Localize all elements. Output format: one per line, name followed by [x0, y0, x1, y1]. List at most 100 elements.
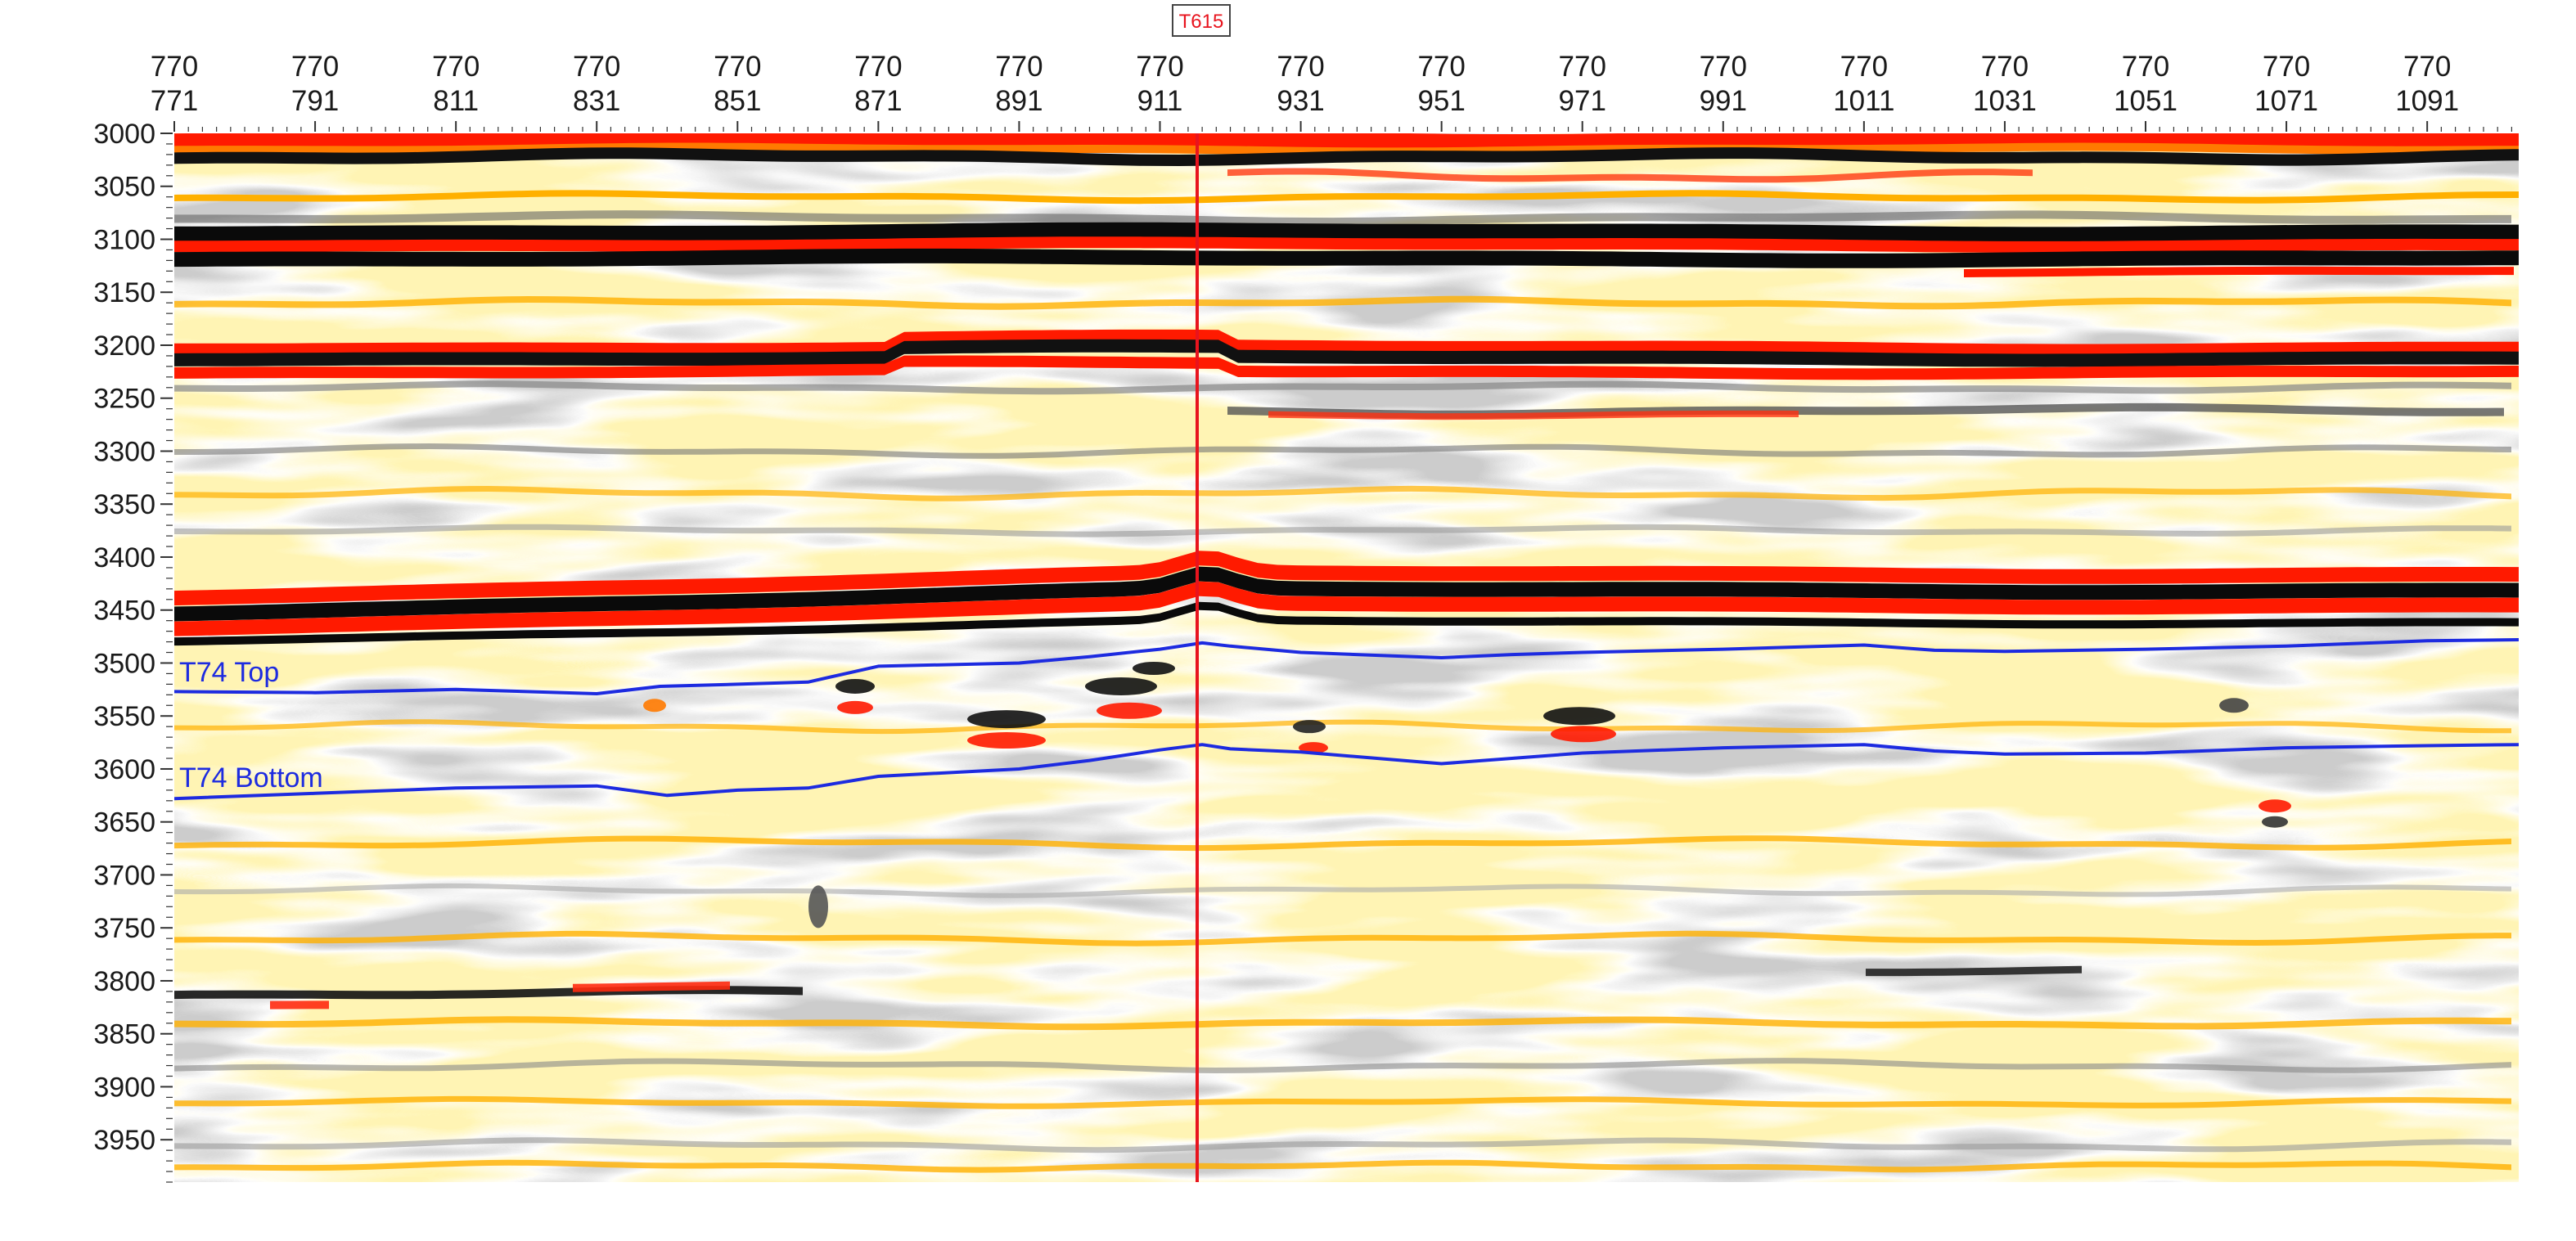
- amplitude-blob: [1299, 742, 1328, 754]
- reflector-band: [174, 1137, 2511, 1153]
- amplitude-blob: [808, 885, 828, 929]
- crossline-label: 791: [291, 85, 339, 117]
- amplitude-blob: [2259, 799, 2291, 813]
- reflector-band: [174, 485, 2511, 501]
- crossline-label: 931: [1277, 85, 1324, 117]
- inline-label: 770: [1417, 51, 1465, 83]
- amplitude-blob: [2262, 816, 2288, 828]
- inline-label: 770: [1981, 51, 2029, 83]
- amplitude-blob: [835, 678, 875, 694]
- amplitude-blob: [1293, 720, 1326, 734]
- reflector-band: [174, 210, 2511, 227]
- time-label: 3900: [93, 1072, 155, 1103]
- amplitude-blob: [1543, 707, 1615, 726]
- reflector-band: [174, 883, 2511, 898]
- inline-label: 770: [2403, 51, 2451, 83]
- amplitude-blob: [1551, 726, 1616, 743]
- inline-label: 770: [995, 51, 1043, 83]
- reflector-band: [174, 142, 2519, 156]
- crossline-header-labels: 7707717707917708117708317708517708717708…: [151, 51, 2459, 117]
- inline-label: 770: [714, 51, 761, 83]
- horizon-label-t74-bottom[interactable]: T74 Bottom: [179, 762, 323, 794]
- time-label: 3250: [93, 384, 155, 415]
- reflector-band: [174, 566, 2519, 622]
- reflector-band: [174, 248, 2519, 268]
- amplitude-blob: [2219, 698, 2249, 713]
- reflector-band: [174, 329, 2519, 356]
- inline-label: 770: [291, 51, 339, 83]
- reflector-band: [1964, 266, 2514, 277]
- time-label: 3400: [93, 542, 155, 573]
- crossline-label: 831: [573, 85, 620, 117]
- time-label: 3450: [93, 596, 155, 627]
- time-label: 3750: [93, 913, 155, 944]
- reflector-band: [174, 601, 2519, 646]
- time-label: 3550: [93, 701, 155, 732]
- amplitude-anomalies: [643, 661, 2291, 929]
- time-label: 3200: [93, 330, 155, 362]
- time-label: 3050: [93, 172, 155, 203]
- crossline-label: 911: [1137, 85, 1183, 117]
- inline-label: 770: [2263, 51, 2310, 83]
- inline-label: 770: [1277, 51, 1324, 83]
- reflector-band: [174, 930, 2511, 946]
- reflector-band: [174, 1058, 2511, 1073]
- time-axis-labels: 3000 3050 3100 3150 3200 3250 3300 3350 3400 3450…: [93, 119, 155, 1156]
- crossline-label: 951: [1417, 85, 1465, 117]
- reflector-band: [573, 981, 730, 992]
- time-label: 3700: [93, 860, 155, 891]
- horizon-t74-top[interactable]: [174, 638, 2519, 695]
- crossline-label: 891: [995, 85, 1043, 117]
- reflector-band: [174, 1159, 2511, 1173]
- seismic-texture: [174, 133, 2519, 1182]
- crossline-label: 971: [1559, 85, 1606, 117]
- inline-label: 770: [432, 51, 480, 83]
- seismic-image[interactable]: [158, 129, 2534, 1182]
- time-label: 3350: [93, 489, 155, 520]
- time-label: 3600: [93, 754, 155, 785]
- horizon-label-t74-top[interactable]: T74 Top: [179, 657, 279, 688]
- seismic-reflectors: [174, 133, 2519, 1173]
- reflector-band: [174, 551, 2519, 606]
- time-label: 3500: [93, 648, 155, 679]
- crossline-label: 811: [433, 85, 479, 117]
- amplitude-blob: [967, 710, 1046, 729]
- amplitude-blob: [837, 700, 873, 714]
- time-label: 3300: [93, 436, 155, 467]
- crossline-label: 851: [714, 85, 761, 117]
- inline-label: 770: [1700, 51, 1747, 83]
- well-label-box[interactable]: [1172, 4, 1231, 37]
- reflector-band: [174, 524, 2511, 537]
- crossline-label: 771: [151, 85, 198, 117]
- crossline-label: 1031: [1973, 85, 2037, 117]
- reflector-band: [174, 339, 2519, 367]
- inline-label: 770: [1559, 51, 1606, 83]
- time-label: 3850: [93, 1019, 155, 1050]
- inline-label: 770: [854, 51, 902, 83]
- reflector-band: [174, 295, 2511, 310]
- inline-label: 770: [1136, 51, 1183, 83]
- horizon-t74-bottom[interactable]: [174, 743, 2519, 801]
- reflector-band: [174, 236, 2519, 253]
- crossline-label: 991: [1700, 85, 1747, 117]
- reflector-band: [174, 380, 2511, 395]
- reflector-band: [174, 581, 2519, 636]
- amplitude-blob: [1097, 702, 1162, 719]
- reflector-band: [174, 1016, 2511, 1031]
- crossline-label: 871: [854, 85, 902, 117]
- inline-label: 770: [573, 51, 620, 83]
- time-label: 3000: [93, 119, 155, 150]
- reflector-band: [174, 355, 2519, 380]
- amplitude-blob: [967, 732, 1046, 749]
- amplitude-blob: [643, 699, 666, 713]
- crossline-label: 1071: [2254, 85, 2318, 117]
- crossline-label: 1051: [2114, 85, 2177, 117]
- well-label: T615: [1179, 11, 1224, 33]
- crossline-label: 1091: [2395, 85, 2459, 117]
- inline-label: 770: [1840, 51, 1888, 83]
- reflector-band: [174, 147, 2519, 166]
- crossline-tick-marks: [173, 121, 2512, 132]
- amplitude-blob: [1133, 661, 1175, 675]
- reflector-band: [1227, 168, 2033, 183]
